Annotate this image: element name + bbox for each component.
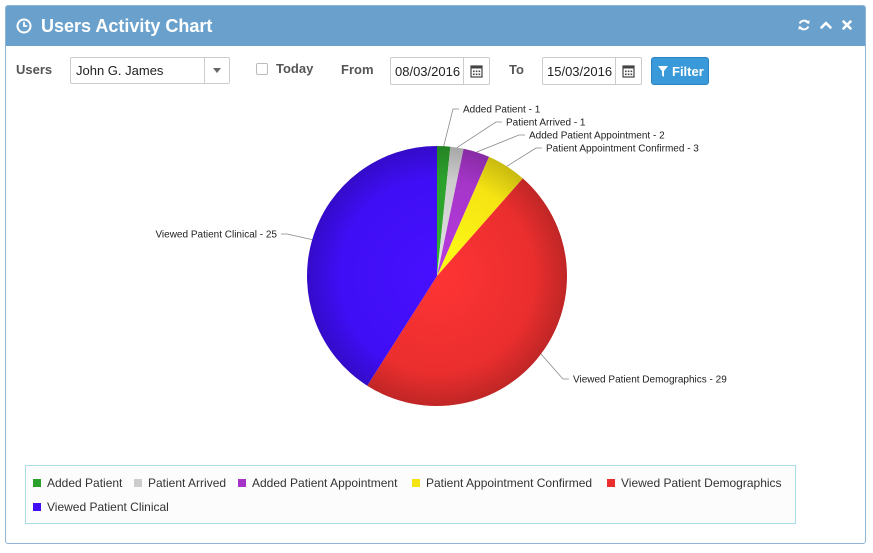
data-label: Patient Appointment Confirmed - 3 — [546, 144, 699, 155]
calendar-icon — [470, 65, 483, 78]
to-date-field[interactable]: 15/03/2016 — [542, 57, 642, 85]
legend-label: Patient Appointment Confirmed — [426, 476, 593, 490]
pie-slice-patient-arrived[interactable] — [437, 146, 464, 276]
filter-button-label: Filter — [672, 64, 704, 79]
to-date-value: 15/03/2016 — [547, 64, 613, 79]
refresh-icon[interactable] — [797, 18, 811, 32]
activity-pie-chart: Added Patient - 1 Patient Arrived - 1 Adde… — [155, 105, 727, 406]
filter-toolbar: Users John G. James Today From 08/03/201… — [6, 46, 865, 96]
today-label: Today — [276, 61, 314, 76]
user-select-value: John G. James — [76, 63, 164, 78]
data-label: Added Patient - 1 — [463, 105, 541, 116]
label-connector — [456, 121, 502, 148]
to-calendar-button[interactable] — [615, 58, 641, 84]
label-connector — [476, 134, 525, 153]
pie-slice-added-patient-appointment[interactable] — [437, 148, 490, 276]
pie-slice-viewed-patient-clinical[interactable] — [307, 146, 437, 386]
chevron-up-icon[interactable] — [819, 18, 833, 32]
pie-slice-patient-appointment-confirmed[interactable] — [437, 156, 523, 276]
legend-swatch — [607, 479, 615, 487]
calendar-icon — [622, 65, 635, 78]
label-connector — [540, 353, 569, 380]
data-label: Viewed Patient Clinical - 25 — [155, 230, 277, 241]
data-label: Patient Arrived - 1 — [506, 118, 586, 129]
data-label: Viewed Patient Demographics - 29 — [573, 375, 727, 386]
legend-label: Patient Arrived — [148, 476, 227, 490]
label-connector — [281, 233, 313, 241]
data-label: Added Patient Appointment - 2 — [529, 131, 665, 142]
chart-legend: Added Patient Patient Arrived Added Patien… — [25, 465, 796, 524]
legend-swatch — [238, 479, 246, 487]
label-connector — [443, 108, 459, 147]
users-activity-panel: Users Activity Chart Users John G. James… — [5, 5, 866, 544]
filter-button[interactable]: Filter — [651, 57, 709, 85]
legend-label: Added Patient — [47, 476, 123, 490]
users-label: Users — [16, 62, 53, 77]
dropdown-toggle[interactable] — [204, 58, 229, 83]
close-icon[interactable] — [840, 18, 854, 32]
filter-icon — [658, 66, 668, 77]
from-date-field[interactable]: 08/03/2016 — [390, 57, 490, 85]
pie-slice-added-patient[interactable] — [437, 146, 451, 276]
caret-down-icon — [213, 68, 221, 73]
legend-swatch — [412, 479, 420, 487]
from-label: From — [341, 62, 374, 77]
label-connector — [506, 147, 542, 167]
today-checkbox[interactable] — [256, 63, 268, 75]
from-calendar-button[interactable] — [463, 58, 489, 84]
pie-slice-viewed-patient-demographics[interactable] — [367, 178, 567, 406]
clock-icon — [16, 18, 32, 34]
legend-label: Viewed Patient Clinical — [47, 500, 169, 514]
user-select[interactable]: John G. James — [70, 57, 230, 84]
panel-header: Users Activity Chart — [6, 6, 865, 46]
legend-label: Added Patient Appointment — [252, 476, 398, 490]
from-date-value: 08/03/2016 — [395, 64, 461, 79]
legend-label: Viewed Patient Demographics — [621, 476, 782, 490]
legend-swatch — [33, 503, 41, 511]
panel-title: Users Activity Chart — [41, 16, 213, 36]
legend-swatch — [134, 479, 142, 487]
to-label: To — [509, 62, 524, 77]
legend-swatch — [33, 479, 41, 487]
